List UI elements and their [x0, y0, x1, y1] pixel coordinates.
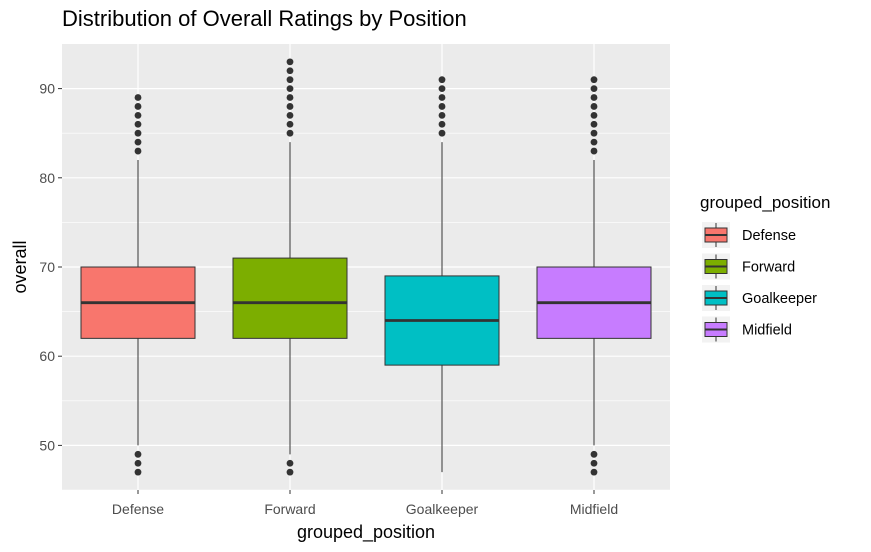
outlier-point	[286, 459, 294, 467]
y-axis-ticks: 50 60 70 80 90	[39, 81, 62, 453]
chart-title: Distribution of Overall Ratings by Posit…	[62, 6, 467, 31]
legend-item-forward: Forward	[702, 253, 795, 280]
y-tick-label: 80	[39, 170, 55, 186]
x-tick-label: Defense	[112, 501, 164, 517]
y-tick-label: 90	[39, 81, 55, 97]
y-tick-label: 60	[39, 348, 55, 364]
legend-label: Midfield	[742, 323, 792, 339]
outlier-point	[286, 58, 294, 66]
outlier-point	[134, 138, 142, 146]
outlier-point	[590, 450, 598, 458]
outlier-point	[286, 129, 294, 137]
outlier-point	[438, 129, 446, 137]
legend-title: grouped_position	[700, 193, 830, 212]
outlier-point	[590, 147, 598, 155]
box-forward	[232, 58, 348, 476]
outlier-point	[590, 85, 598, 92]
outlier-point	[438, 76, 446, 84]
outlier-point	[134, 147, 142, 155]
outlier-point	[134, 129, 142, 137]
outlier-point	[590, 120, 598, 128]
outlier-point	[438, 85, 446, 92]
outlier-point	[590, 459, 598, 467]
outlier-point	[590, 111, 598, 119]
outlier-point	[286, 120, 294, 128]
outlier-point	[590, 468, 598, 476]
outlier-point	[134, 450, 142, 458]
legend-item-defense: Defense	[702, 222, 796, 248]
legend-item-goalkeeper: Goalkeeper	[702, 285, 817, 311]
outlier-point	[438, 94, 446, 101]
legend-label: Defense	[742, 228, 796, 244]
box-defense	[80, 94, 196, 476]
outlier-point	[438, 120, 446, 128]
outlier-point	[590, 103, 598, 110]
legend-label: Forward	[742, 260, 795, 276]
outlier-point	[134, 120, 142, 128]
outlier-point	[134, 103, 142, 110]
outlier-point	[286, 468, 294, 476]
outlier-point	[134, 459, 142, 467]
y-tick-label: 50	[39, 437, 55, 453]
outlier-point	[590, 138, 598, 146]
outlier-point	[438, 111, 446, 119]
outlier-point	[286, 111, 294, 119]
boxes-layer	[80, 58, 652, 476]
legend: grouped_position Defense Forward Goalkeepe…	[700, 193, 830, 343]
outlier-point	[286, 76, 294, 84]
outlier-point	[590, 94, 598, 101]
outlier-point	[438, 103, 446, 110]
x-axis-title: grouped_position	[297, 522, 435, 543]
x-tick-label: Forward	[264, 501, 315, 517]
box-midfield	[536, 76, 652, 476]
legend-label: Goalkeeper	[742, 291, 817, 307]
outlier-point	[590, 129, 598, 137]
y-axis-title: overall	[10, 240, 30, 293]
outlier-point	[286, 94, 294, 101]
outlier-point	[134, 94, 142, 101]
x-tick-label: Midfield	[570, 501, 618, 517]
x-tick-label: Goalkeeper	[406, 501, 479, 517]
outlier-point	[286, 85, 294, 92]
legend-item-midfield: Midfield	[702, 316, 792, 343]
outlier-point	[590, 76, 598, 84]
outlier-point	[134, 111, 142, 119]
y-tick-label: 70	[39, 259, 55, 275]
box-iqr	[232, 257, 348, 339]
outlier-point	[286, 103, 294, 110]
outlier-point	[286, 67, 294, 75]
x-axis-ticks: Defense Forward Goalkeeper Midfield	[112, 490, 618, 517]
box-goalkeeper	[384, 76, 500, 473]
outlier-point	[134, 468, 142, 476]
